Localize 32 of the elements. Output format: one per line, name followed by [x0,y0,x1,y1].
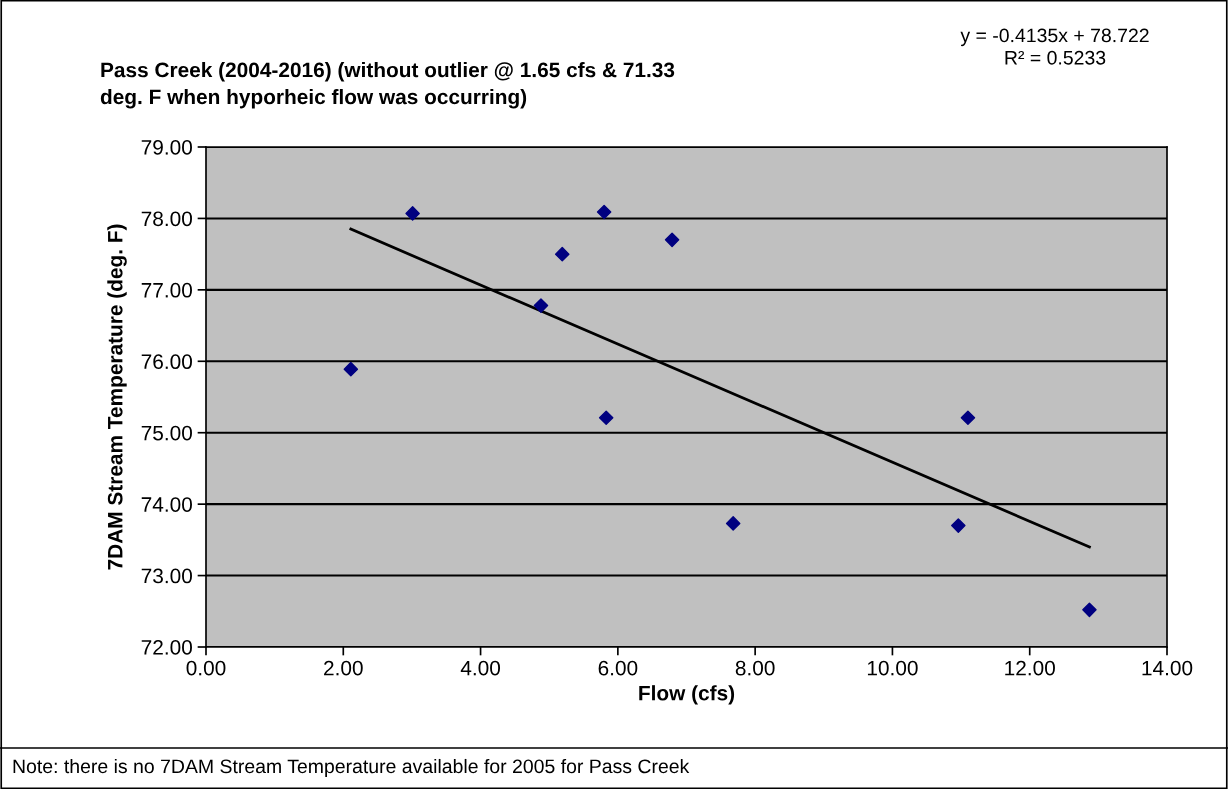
x-tick-label: 10.00 [867,660,918,676]
x-tick-label: 14.00 [1142,660,1193,676]
x-tick-label: 12.00 [1005,660,1055,676]
point [960,410,976,425]
x-tick-label: 8.00 [735,660,775,676]
point [405,206,420,221]
y-tick-label: 77.00 [141,282,192,298]
text: y = -0.4135x + 78.722 R² = 0.5233 [960,28,1149,65]
point [725,516,741,531]
y-tick-label: 74.00 [141,497,192,512]
y-tick-label: 76.00 [141,354,192,370]
y-tick-label: 72.00 [141,640,192,655]
y-tick-label: 79.00 [141,140,192,155]
point [1082,602,1097,618]
chart-title: Pass Creek (2004-2016) (without outlier @ 1.65 cfs & 71.33 deg. F when hyporheic flow was occurring) [100,62,675,109]
x-axis-title: Flow (cfs) [639,685,735,705]
y-tick-label: 75.00 [141,425,192,441]
point [951,518,966,533]
x-tick-label: 2.00 [324,660,363,676]
x-tick-label: 0.00 [186,660,226,676]
point [598,410,614,425]
y-tick-label: 73.00 [141,568,192,584]
point [533,298,549,313]
point [596,204,612,220]
y-tick-label: 78.00 [141,211,192,227]
x-tick-label: 6.00 [598,660,638,676]
point [664,232,680,248]
point [343,361,359,377]
x-tick-label: 4.00 [460,660,501,676]
text: Note: there is no 7DAM Stream Temperature available for 2005 for Pass Creek [13,758,690,778]
y-axis-title: 7DAM Stream Temperature (deg. F) [107,224,127,570]
point [554,246,570,262]
